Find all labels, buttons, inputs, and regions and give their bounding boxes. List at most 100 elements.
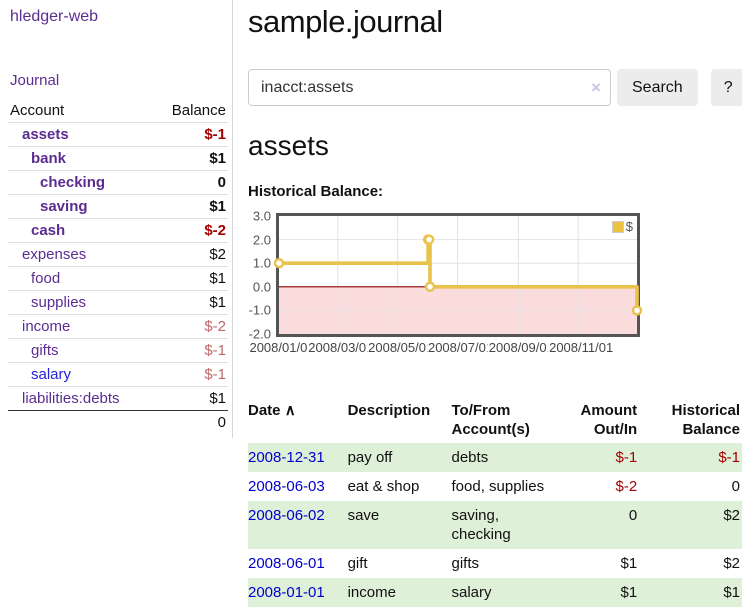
x-tick-label: 2008/11/01 [548,340,615,355]
transaction-balance: 0 [731,478,740,495]
transaction-accounts: debts [451,449,489,466]
transaction-amount: $-2 [615,478,638,495]
accounts-header-account: Account [10,102,65,119]
clear-search-icon[interactable]: × [591,77,601,97]
account-link[interactable]: liabilities:debts [22,390,120,407]
register-table: Date ∧ Description To/From Account(s) Am… [248,397,742,607]
register-row: 2008-06-01 gift gifts $1 $2 [248,549,742,578]
y-tick-label: 0.0 [252,279,271,295]
app-title: hledger-web [10,8,230,26]
accounts-header-balance: Balance [171,102,226,119]
account-link[interactable]: supplies [31,294,87,311]
chart-y-axis-labels: 3.0 2.0 1.0 0.0 -1.0 -2.0 [248,209,276,342]
chart-legend: $ [609,218,635,235]
account-balance: $1 [209,390,226,407]
account-row: cash $-2 [8,218,228,243]
transaction-amount: $-1 [615,449,638,466]
search-bar: × Search ? [248,69,742,106]
transaction-balance: $2 [723,507,740,524]
search-input[interactable] [248,69,611,106]
account-row: salary $-1 [8,362,228,387]
y-tick-label: 3.0 [252,208,271,224]
account-link[interactable]: gifts [31,342,59,359]
register-row: 2008-06-03 eat & shop food, supplies $-2 0 [248,472,742,501]
register-header-date[interactable]: Date ∧ [248,397,348,443]
transaction-description: income [347,584,396,601]
account-balance: 0 [217,174,226,191]
y-tick-label: -2.0 [248,326,271,342]
transaction-accounts: gifts [451,555,480,572]
account-balance: $-2 [204,318,226,335]
transaction-date-link[interactable]: 2008-06-03 [248,478,325,495]
account-row: food $1 [8,266,228,291]
account-balance: $-1 [204,366,226,383]
account-balance: $-2 [204,222,226,239]
register-row: 2008-12-31 pay off debts $-1 $-1 [248,443,742,472]
chart-svg [273,216,643,334]
account-row: income $-2 [8,314,228,339]
transaction-balance: $-1 [718,449,740,466]
account-row: liabilities:debts $1 [8,386,228,411]
transaction-accounts: food, supplies [451,478,545,495]
account-row: checking 0 [8,170,228,195]
account-balance: $1 [209,150,226,167]
x-tick-label: 2008/01/01 [248,340,316,355]
transaction-date-link[interactable]: 2008-01-01 [248,584,325,601]
account-link[interactable]: bank [31,150,67,167]
page-title: sample.journal [248,4,443,39]
transaction-accounts: salary [451,584,492,601]
y-tick-label: 1.0 [252,255,271,271]
account-heading: assets [248,130,329,161]
account-balance: $2 [209,246,226,263]
transaction-amount: 0 [628,507,638,524]
transaction-date-link[interactable]: 2008-06-01 [248,555,325,572]
account-balance: $1 [209,198,226,215]
transaction-date-link[interactable]: 2008-12-31 [248,449,325,466]
account-link[interactable]: cash [31,222,66,239]
register-header-balance: Historical Balance [671,402,740,438]
sort-asc-icon: ∧ [284,402,296,419]
x-tick-label: 2008/03/01 [307,340,375,355]
transaction-amount: $1 [620,555,638,572]
journal-link[interactable]: Journal [10,72,60,89]
x-tick-label: 2008/05/01 [367,340,435,355]
account-row: bank $1 [8,146,228,171]
register-header-row: Date ∧ Description To/From Account(s) Am… [248,397,742,443]
chart-x-axis-labels: 2008/01/01 2008/03/01 2008/05/01 2008/07/01… [248,340,742,358]
account-link[interactable]: assets [22,126,69,143]
account-row: assets $-1 [8,122,228,147]
transaction-description: pay off [347,449,393,466]
transaction-amount: $1 [620,584,638,601]
transaction-date-link[interactable]: 2008-06-02 [248,507,325,524]
chart-row: 3.0 2.0 1.0 0.0 -1.0 -2.0 $ [248,209,742,342]
transaction-accounts: saving, checking [451,507,511,543]
x-tick-label: 2008/09/01 [487,340,555,355]
help-button[interactable]: ? [710,69,742,106]
app-title-link[interactable]: hledger-web [10,8,99,25]
main-content: sample.journal × Search ? assets Histori… [233,0,742,607]
search-button[interactable]: Search [617,69,698,106]
y-tick-label: 2.0 [252,232,271,248]
account-link[interactable]: food [31,270,61,287]
account-link[interactable]: expenses [22,246,87,263]
account-row: gifts $-1 [8,338,228,363]
transaction-description: save [347,507,380,524]
account-link[interactable]: income [22,318,71,335]
account-link[interactable]: salary [31,366,72,383]
date-header-label: Date [248,402,281,419]
register-header-amount: Amount Out/In [580,402,638,438]
search-input-wrap: × [248,69,611,106]
account-link[interactable]: saving [40,198,88,215]
account-link[interactable]: checking [40,174,106,191]
sidebar: hledger-web Journal Account Balance asse… [0,0,233,438]
transaction-description: gift [347,555,368,572]
chart-plot-area: $ [273,213,643,337]
account-row: saving $1 [8,194,228,219]
accounts-total-spacer [8,411,153,435]
series-label: $ [625,219,633,234]
register-row: 2008-01-01 income salary $1 $1 [248,578,742,607]
historical-balance-chart: 3.0 2.0 1.0 0.0 -1.0 -2.0 $ 2008/01/01 2008/03… [248,209,742,358]
y-tick-label: -1.0 [248,302,271,318]
accounts-total-row: 0 [8,410,228,435]
